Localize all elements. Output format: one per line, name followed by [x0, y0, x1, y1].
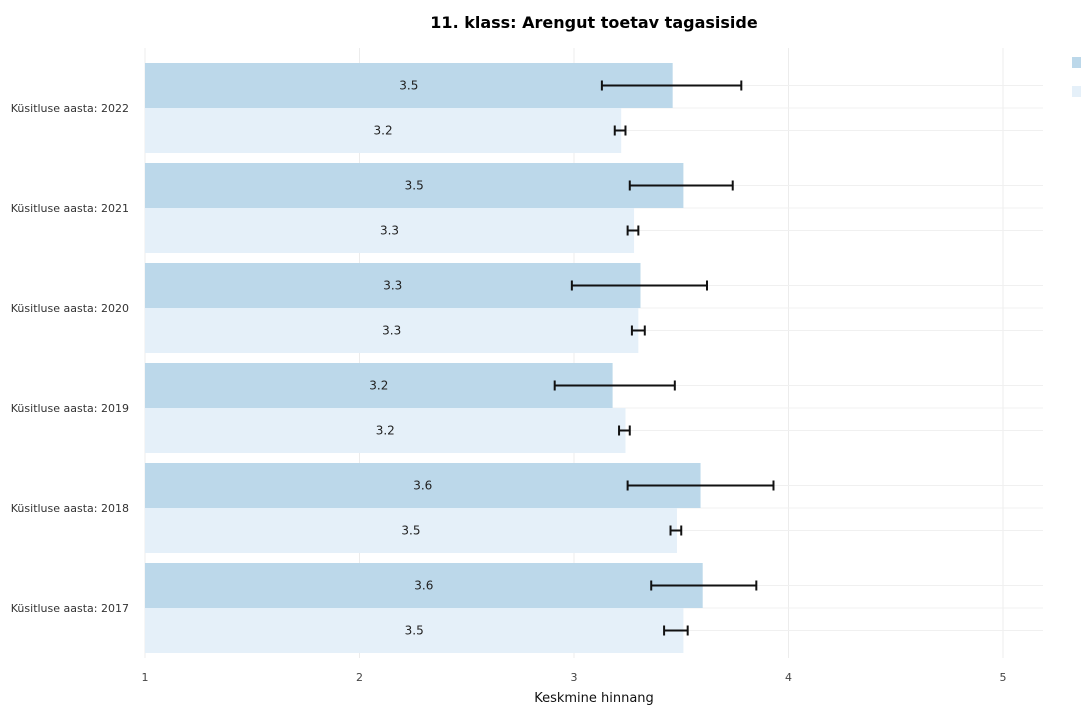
bar [145, 408, 626, 453]
bar [145, 263, 641, 308]
bar-value-label: 3.5 [405, 179, 424, 193]
bar-value-label: 3.2 [369, 379, 388, 393]
bar [145, 108, 622, 153]
x-axis-title: Keskmine hinnang [534, 691, 654, 706]
bar-labels: 3.5 3.2 3.5 3.3 3.3 3.3 3.2 3.2 3.6 3.5 3.6 3.5 [369, 79, 433, 638]
bar [145, 508, 677, 553]
bar-value-label: 3.3 [382, 324, 401, 338]
bar [145, 208, 635, 253]
bar-value-label: 3.6 [413, 479, 432, 493]
bar-value-label: 3.5 [405, 624, 424, 638]
bar-value-label: 3.5 [399, 79, 418, 93]
error-bars [553, 80, 775, 636]
bar-value-label: 3.2 [374, 124, 393, 138]
legend-swatch [1072, 86, 1081, 97]
category-label: Küsitluse aasta: 2019 [11, 402, 129, 415]
bar-value-label: 3.6 [414, 579, 433, 593]
x-axis-ticks: 1 2 3 4 5 [142, 671, 1007, 684]
chart-title: 11. klass: Arengut toetav tagasiside [430, 13, 758, 32]
x-tick-label: 1 [142, 671, 149, 684]
x-tick-label: 3 [571, 671, 578, 684]
bar [145, 608, 684, 653]
x-tick-label: 5 [1000, 671, 1007, 684]
category-label: Küsitluse aasta: 2020 [11, 302, 129, 315]
legend-swatch [1072, 57, 1081, 68]
bar [145, 363, 613, 408]
bar [145, 563, 703, 608]
bar-value-label: 3.5 [401, 524, 420, 538]
category-label: Küsitluse aasta: 2021 [11, 202, 129, 215]
bars [145, 63, 703, 653]
category-label: Küsitluse aasta: 2018 [11, 502, 129, 515]
bar [145, 163, 684, 208]
bar-value-label: 3.3 [383, 279, 402, 293]
x-tick-label: 2 [356, 671, 363, 684]
bar-value-label: 3.3 [380, 224, 399, 238]
bar [145, 63, 673, 108]
category-labels: Küsitluse aasta: 2022 Küsitluse aasta: 20… [11, 102, 129, 615]
bar [145, 308, 639, 353]
legend [1072, 57, 1081, 97]
category-label: Küsitluse aasta: 2022 [11, 102, 129, 115]
bar-value-label: 3.2 [376, 424, 395, 438]
category-label: Küsitluse aasta: 2017 [11, 602, 129, 615]
x-tick-label: 4 [785, 671, 792, 684]
bar [145, 463, 701, 508]
